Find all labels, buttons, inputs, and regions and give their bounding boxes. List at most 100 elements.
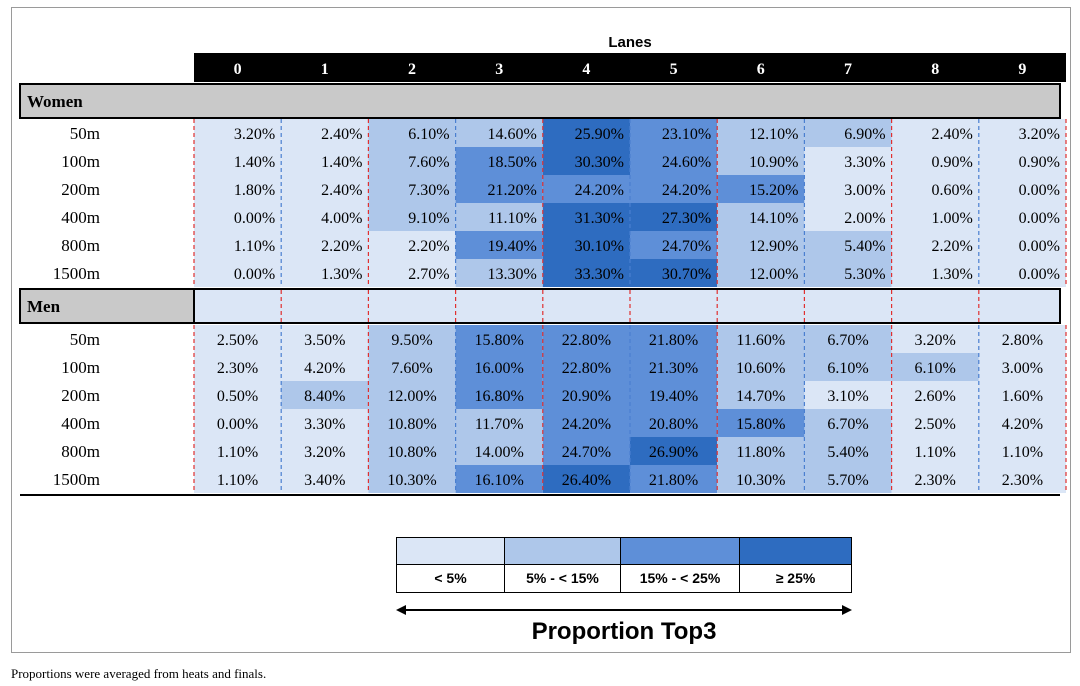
cell-value: 10.90% — [749, 154, 798, 171]
cell-value: 7.30% — [408, 182, 449, 199]
cell-value: 1.40% — [234, 154, 275, 171]
cell-value: 2.30% — [217, 360, 258, 377]
heatmap-cell — [978, 147, 1066, 175]
cell-value: 24.20% — [562, 416, 611, 433]
cell-value: 13.30% — [487, 266, 536, 283]
legend-swatch-4 — [739, 537, 852, 565]
heatmap-cell — [630, 353, 718, 381]
cell-value: 3.20% — [304, 444, 345, 461]
heatmap-cell — [542, 231, 630, 259]
lane-label-8: 8 — [931, 61, 939, 78]
footnote: Proportions were averaged from heats and… — [11, 666, 267, 681]
heatmap-cell — [368, 437, 456, 465]
cell-value: 0.00% — [234, 266, 275, 283]
heatmap-cell — [368, 325, 456, 353]
lane-label-6: 6 — [757, 61, 765, 78]
cell-value: 21.20% — [487, 182, 536, 199]
legend-swatch-3 — [620, 537, 740, 565]
heatmap-cell — [281, 259, 369, 287]
cell-value: 0.90% — [931, 154, 972, 171]
row-label-women-200m: 200m — [61, 180, 100, 199]
cell-value: 6.90% — [844, 126, 885, 143]
cell-value: 5.70% — [827, 472, 868, 489]
heatmap-cell — [455, 147, 543, 175]
cell-value: 10.30% — [387, 472, 436, 489]
group-label-women: Women — [27, 92, 83, 111]
heatmap-cell — [194, 259, 282, 287]
heatmap-cell — [978, 437, 1066, 465]
row-label-men-200m: 200m — [61, 386, 100, 405]
lane-label-7: 7 — [844, 61, 852, 78]
cell-value: 2.70% — [408, 266, 449, 283]
heatmap-cell — [804, 465, 892, 493]
cell-value: 3.00% — [844, 182, 885, 199]
heatmap-cell — [542, 147, 630, 175]
cell-value: 1.10% — [915, 444, 956, 461]
heatmap-cell — [281, 465, 369, 493]
cell-value: 9.10% — [408, 210, 449, 227]
heatmap-cell — [891, 381, 979, 409]
heatmap-cell — [891, 409, 979, 437]
heatmap-cell — [804, 231, 892, 259]
cell-value: 2.40% — [321, 126, 362, 143]
cell-value: 6.10% — [827, 360, 868, 377]
cell-value: 24.70% — [662, 238, 711, 255]
heatmap-cell — [194, 231, 282, 259]
heatmap-cell — [281, 147, 369, 175]
lane-label-2: 2 — [408, 61, 416, 78]
heatmap-cell — [891, 231, 979, 259]
cell-value: 11.80% — [736, 444, 785, 461]
cell-value: 15.80% — [475, 332, 524, 349]
cell-value: 2.20% — [931, 238, 972, 255]
cell-value: 2.20% — [321, 238, 362, 255]
legend-label-2: 5% - < 15% — [504, 564, 621, 593]
chart-title: Lanes — [608, 34, 651, 51]
cell-value: 6.70% — [827, 332, 868, 349]
heatmap-cell — [368, 465, 456, 493]
heatmap-cell — [717, 437, 805, 465]
heatmap-cell — [717, 147, 805, 175]
heatmap-cell — [194, 409, 282, 437]
heatmap-cell — [978, 325, 1066, 353]
cell-value: 3.40% — [304, 472, 345, 489]
cell-value: 16.00% — [475, 360, 524, 377]
cell-value: 1.10% — [1002, 444, 1043, 461]
cell-value: 1.30% — [321, 266, 362, 283]
cell-value: 2.00% — [844, 210, 885, 227]
heatmap-cell — [891, 259, 979, 287]
heatmap-cell — [194, 381, 282, 409]
heatmap-cell — [194, 119, 282, 147]
cell-value: 8.40% — [304, 388, 345, 405]
heatmap-cell — [978, 231, 1066, 259]
cell-value: 2.40% — [931, 126, 972, 143]
heatmap-cell — [717, 465, 805, 493]
cell-value: 1.10% — [234, 238, 275, 255]
cell-value: 0.00% — [1019, 266, 1060, 283]
row-label-men-50m: 50m — [70, 330, 100, 349]
cell-value: 15.20% — [749, 182, 798, 199]
cell-value: 10.80% — [387, 444, 436, 461]
cell-value: 0.00% — [1019, 210, 1060, 227]
cell-value: 26.90% — [649, 444, 698, 461]
lane-label-9: 9 — [1018, 61, 1026, 78]
heatmap-cell — [455, 465, 543, 493]
heatmap-cell — [804, 175, 892, 203]
cell-value: 4.20% — [1002, 416, 1043, 433]
cell-value: 15.80% — [736, 416, 785, 433]
heatmap-cell — [717, 325, 805, 353]
cell-value: 1.40% — [321, 154, 362, 171]
row-label-women-100m: 100m — [61, 152, 100, 171]
heatmap-cell — [717, 259, 805, 287]
heatmap-cell — [804, 119, 892, 147]
heatmap-cell — [978, 119, 1066, 147]
heatmap-cell — [455, 353, 543, 381]
heatmap-cell — [368, 259, 456, 287]
cell-value: 3.20% — [1019, 126, 1060, 143]
cell-value: 0.50% — [217, 388, 258, 405]
cell-value: 20.80% — [649, 416, 698, 433]
cell-value: 1.30% — [931, 266, 972, 283]
row-label-women-50m: 50m — [70, 124, 100, 143]
cell-value: 1.10% — [217, 444, 258, 461]
heatmap-cell — [978, 175, 1066, 203]
